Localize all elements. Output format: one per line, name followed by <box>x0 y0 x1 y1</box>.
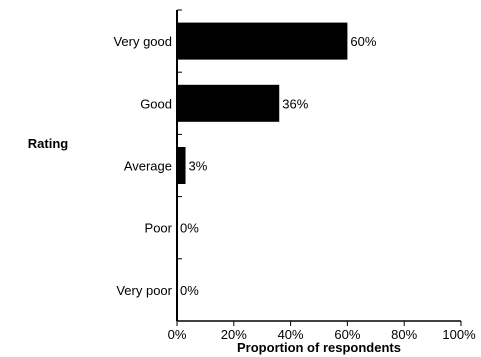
x-tick-label: 80% <box>391 327 417 342</box>
data-label: 3% <box>189 159 208 174</box>
data-label: 60% <box>350 34 376 49</box>
data-label: 0% <box>180 221 199 236</box>
axes-layer: 0% 20% 40% 60% 80% 100% <box>168 9 476 342</box>
bars-layer <box>177 22 348 184</box>
x-tick-label: 100% <box>442 327 476 342</box>
x-tick-label: 0% <box>168 327 187 342</box>
x-tick-label: 40% <box>278 327 304 342</box>
labels-layer: 60% Very good 36% Good 3% Average 0% Poor 0% Very… <box>113 34 376 298</box>
bar-good <box>177 84 280 122</box>
data-label: 0% <box>180 283 199 298</box>
x-tick-label: 20% <box>221 327 247 342</box>
bar-average <box>177 147 186 184</box>
x-axis-title: Proportion of respondents <box>237 340 401 355</box>
category-label: Poor <box>145 221 173 236</box>
category-label: Very poor <box>116 283 172 298</box>
category-label: Good <box>140 96 172 111</box>
bar-very-good <box>177 22 348 60</box>
category-label: Average <box>124 159 172 174</box>
y-axis-title: Rating <box>28 136 69 151</box>
category-label: Very good <box>113 34 172 49</box>
x-tick-label: 60% <box>334 327 360 342</box>
data-label: 36% <box>282 96 308 111</box>
